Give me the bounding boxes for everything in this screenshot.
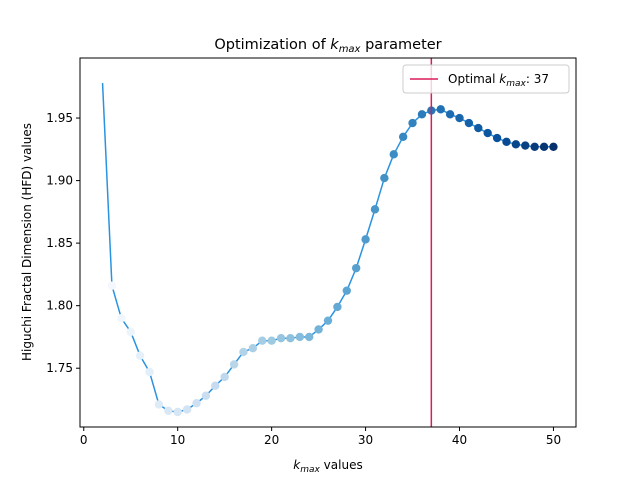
data-point xyxy=(445,110,455,119)
y-axis: 1.75 1.80 1.85 1.90 1.95 xyxy=(46,111,80,375)
data-point xyxy=(370,205,380,214)
x-tick-label: 50 xyxy=(546,433,561,447)
y-tick-label: 1.75 xyxy=(46,361,73,375)
data-point xyxy=(145,367,154,377)
plot-frame xyxy=(79,57,577,428)
data-point xyxy=(305,332,314,342)
data-point xyxy=(408,118,417,128)
data-point xyxy=(164,406,173,415)
data-point xyxy=(239,347,248,357)
x-tick-label: 30 xyxy=(358,433,373,447)
data-point xyxy=(323,316,333,325)
data-point xyxy=(521,141,530,150)
data-point xyxy=(286,333,295,343)
data-point xyxy=(502,137,511,147)
data-point xyxy=(248,343,258,353)
x-axis-label: kmax values xyxy=(293,458,362,475)
x-tick-label: 40 xyxy=(452,433,467,447)
data-point xyxy=(220,372,229,382)
data-point xyxy=(436,105,445,114)
data-point xyxy=(492,133,502,143)
y-tick-label: 1.80 xyxy=(46,299,73,313)
data-point xyxy=(192,399,201,408)
data-point xyxy=(173,407,182,417)
x-tick-label: 20 xyxy=(264,433,279,447)
data-point xyxy=(117,313,126,323)
data-point xyxy=(201,391,211,400)
x-axis: 0 10 20 30 40 50 xyxy=(80,427,561,447)
x-tick-label: 10 xyxy=(170,433,185,447)
data-point xyxy=(351,263,361,273)
y-tick-label: 1.95 xyxy=(46,111,73,125)
data-point xyxy=(154,400,164,409)
data-point xyxy=(511,140,521,149)
data-point xyxy=(549,142,558,152)
y-tick-label: 1.90 xyxy=(46,174,73,188)
data-point xyxy=(295,332,305,342)
data-point xyxy=(135,351,145,360)
x-tick-label: 0 xyxy=(80,433,88,447)
data-point xyxy=(314,325,323,334)
data-point xyxy=(276,333,286,343)
legend-label: Optimal kmax: 37 xyxy=(448,72,549,89)
plot-area xyxy=(101,58,558,427)
data-point xyxy=(267,336,276,345)
data-point xyxy=(464,118,474,128)
data-point xyxy=(539,142,549,152)
legend: Optimal kmax: 37 xyxy=(402,64,570,94)
data-point xyxy=(182,405,192,414)
data-point xyxy=(380,173,389,183)
data-point xyxy=(417,110,427,119)
data-point xyxy=(398,132,408,142)
data-point xyxy=(389,150,398,159)
data-point xyxy=(455,113,464,123)
data-point xyxy=(342,286,351,295)
data-point xyxy=(530,142,539,152)
y-tick-label: 1.85 xyxy=(46,236,73,250)
data-point xyxy=(483,128,492,138)
data-point xyxy=(107,281,117,290)
data-point xyxy=(333,302,342,312)
data-point xyxy=(361,235,370,244)
data-point xyxy=(258,336,267,345)
y-axis-label: Higuchi Fractal Dimension (HFD) values xyxy=(20,123,34,361)
data-point xyxy=(229,360,239,369)
chart-title: Optimization of kmax parameter xyxy=(214,37,441,55)
data-point xyxy=(474,123,483,133)
data-point xyxy=(211,381,220,390)
legend-box xyxy=(402,64,570,94)
data-point xyxy=(126,327,135,337)
